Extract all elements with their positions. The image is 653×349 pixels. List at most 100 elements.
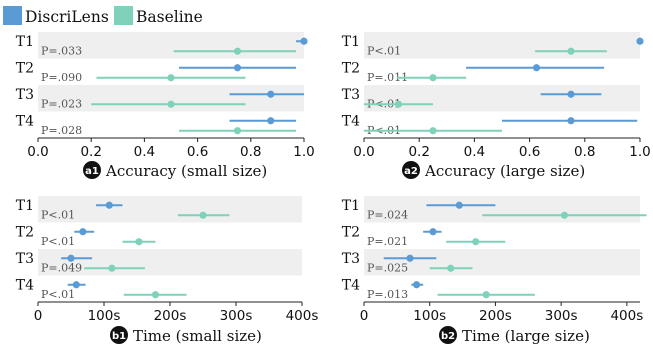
panel-accuracy-small: 0.0 0.2 0.4 0.6 0.8 1.0 T1 P=.033 T2 P=.090 T3 P=.0… [16, 32, 315, 160]
x-tick-label: 400s [610, 308, 643, 324]
task-label: T3 [342, 251, 360, 267]
panel-accuracy-large: 0.0 0.2 0.4 0.6 0.8 1.0T1P<.01T2P=.011T3P<.01… [342, 32, 651, 160]
x-tick-label: 0.4 [464, 144, 485, 160]
p-value-label: P=.021 [367, 235, 408, 248]
task-label: T4 [342, 278, 360, 294]
x-tick-label: 0.6 [519, 144, 540, 160]
caption-a2: a2 Accuracy (large size) [402, 161, 585, 180]
x-tick-label: 300s [545, 308, 578, 324]
legend-swatch-baseline [114, 6, 133, 25]
task-label: T1 [342, 34, 360, 50]
x-tick-label: 0.8 [240, 144, 261, 160]
badge-a2 [402, 161, 420, 179]
task-label: T2 [342, 225, 360, 241]
row-band [38, 32, 304, 59]
data-point [67, 254, 75, 262]
data-point [72, 281, 80, 289]
x-tick-label: 0.4 [134, 144, 155, 160]
data-point [429, 127, 437, 135]
p-value-label: P=.033 [41, 45, 82, 58]
data-point [532, 64, 541, 72]
task-label: T2 [342, 61, 360, 77]
x-tick-label: 0 [360, 308, 369, 324]
badge-b2-label: b2 [441, 331, 455, 342]
x-tick-label: 400s [286, 308, 319, 324]
badge-a1 [83, 161, 101, 179]
x-tick-label: 100s [413, 308, 446, 324]
caption-b2-title: Time (large size) [462, 327, 590, 345]
caption-b2: b2 Time (large size) [439, 326, 590, 345]
p-value-label: P<.01 [41, 235, 75, 248]
data-point [300, 37, 308, 45]
data-point [394, 100, 403, 108]
x-tick-label: 0.2 [408, 144, 429, 160]
data-point [429, 74, 437, 82]
task-label: T2 [16, 225, 34, 241]
data-point [233, 64, 242, 72]
legend-swatch-discrilens [3, 6, 22, 25]
legend-label-discrilens: DiscriLens [25, 8, 109, 26]
p-value-label: P=.013 [367, 288, 408, 301]
x-tick-label: 0.8 [574, 144, 595, 160]
x-tick-label: 1.0 [293, 144, 314, 160]
task-label: T4 [16, 114, 34, 130]
x-tick-label: 200s [154, 308, 187, 324]
p-value-label: P=.011 [367, 71, 408, 84]
data-point [447, 264, 455, 272]
p-value-label: P=.023 [41, 98, 82, 111]
data-point [412, 281, 421, 289]
row-band [38, 249, 302, 276]
data-point [560, 211, 569, 219]
p-value-label: P<.01 [41, 288, 75, 301]
p-value-label: P=.024 [367, 209, 408, 222]
caption-a2-title: Accuracy (large size) [424, 162, 585, 180]
row-band [364, 196, 640, 223]
data-point [135, 238, 143, 246]
caption-a1: a1 Accuracy (small size) [83, 161, 267, 180]
data-point [455, 201, 463, 209]
x-tick-label: 0.6 [187, 144, 208, 160]
badge-b2 [439, 326, 457, 344]
task-label: T1 [16, 198, 34, 214]
task-label: T3 [16, 87, 34, 103]
x-tick-label: 1.0 [629, 144, 650, 160]
task-label: T1 [342, 198, 360, 214]
data-point [429, 228, 437, 236]
x-tick-label: 300s [220, 308, 253, 324]
data-point [233, 47, 242, 55]
data-point [167, 74, 175, 82]
p-value-label: P=.028 [41, 124, 82, 137]
task-label: T2 [16, 61, 34, 77]
panel-time-large: 0 100s 200s 300s 400s T1 P=.024 T2 P=.021 T3 P=.02… [342, 196, 647, 324]
caption-b1: b1 Time (small size) [110, 326, 262, 345]
data-point [567, 90, 575, 98]
row-band [38, 196, 302, 223]
data-point [167, 100, 175, 108]
p-value-label: P=.025 [367, 262, 408, 275]
row-band [364, 32, 640, 59]
legend: DiscriLens Baseline [3, 6, 203, 26]
x-tick-label: 100s [88, 308, 121, 324]
p-value-label: P=.090 [41, 71, 82, 84]
row-band [364, 249, 640, 276]
badge-b1-label: b1 [112, 331, 126, 342]
p-value-label: P<.01 [41, 209, 75, 222]
data-point [105, 201, 113, 209]
caption-b1-title: Time (small size) [133, 327, 262, 345]
data-point [233, 127, 242, 135]
x-tick-label: 0.2 [80, 144, 101, 160]
p-value-label: P<.01 [367, 45, 401, 58]
data-point [567, 47, 575, 55]
badge-b1 [110, 326, 128, 344]
data-point [108, 264, 116, 272]
x-tick-label: 0 [34, 308, 43, 324]
data-point [267, 90, 275, 98]
data-point [79, 228, 87, 236]
p-value-label: P=.049 [41, 262, 82, 275]
task-label: T4 [342, 114, 360, 130]
row-band [364, 85, 640, 112]
data-point [636, 37, 644, 45]
x-tick-label: 0.0 [27, 144, 48, 160]
task-label: T3 [342, 87, 360, 103]
